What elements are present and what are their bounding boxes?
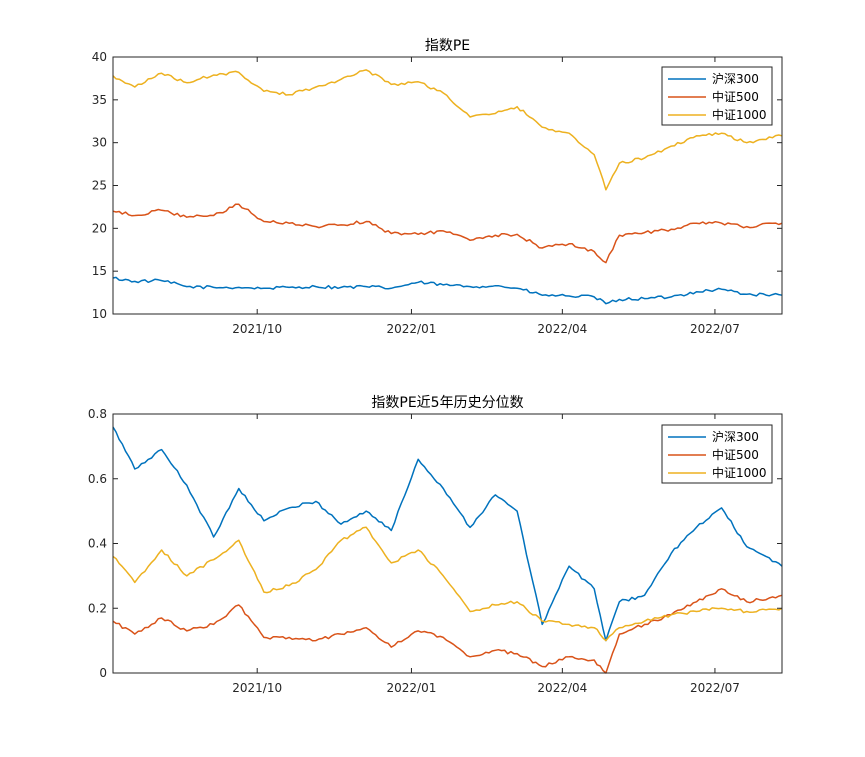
legend-label: 沪深300 <box>712 430 759 444</box>
series-line-0 <box>112 426 783 642</box>
legend-label: 中证500 <box>712 447 759 462</box>
series-line-2 <box>112 526 783 642</box>
pe-percentile-chart: 0 0.2 0.4 0.6 0.8 2021/10 2022/01 2022/04 2022/0… <box>88 395 783 695</box>
y-tick-label: 0 <box>99 666 107 680</box>
legend: 沪深300 中证500 中证1000 <box>661 424 773 484</box>
series-line-2 <box>112 69 783 191</box>
y-tick-label: 30 <box>92 136 107 150</box>
x-tick-label: 2022/04 <box>537 681 587 695</box>
chart-title: 指数PE近5年历史分位数 <box>371 395 523 411</box>
series-line-1 <box>112 203 783 264</box>
x-tick-label: 2021/10 <box>232 681 282 695</box>
y-tick-label: 0.4 <box>88 537 107 551</box>
x-tick-label: 2022/07 <box>690 322 740 336</box>
x-tick-label: 2022/07 <box>690 681 740 695</box>
y-tick-label: 0.8 <box>88 407 107 421</box>
legend-label: 中证500 <box>712 89 759 104</box>
legend-label: 沪深300 <box>712 72 759 86</box>
y-tick-label: 40 <box>92 50 107 64</box>
y-tick-label: 15 <box>92 264 107 278</box>
y-tick-label: 20 <box>92 221 107 235</box>
y-tick-label: 35 <box>92 93 107 107</box>
legend-label: 中证1000 <box>712 465 767 480</box>
legend-label: 中证1000 <box>712 107 767 122</box>
x-tick-label: 2021/10 <box>232 322 282 336</box>
x-tick-label: 2022/01 <box>387 322 437 336</box>
x-tick-label: 2022/04 <box>537 322 587 336</box>
y-tick-label: 0.6 <box>88 472 107 486</box>
chart-title: 指数PE <box>425 38 470 54</box>
x-tick-label: 2022/01 <box>387 681 437 695</box>
y-tick-label: 0.2 <box>88 601 107 615</box>
legend: 沪深300 中证500 中证1000 <box>661 66 773 126</box>
pe-chart: 10 15 20 25 30 35 40 2021/10 2022/01 2022/04 2022/… <box>92 38 783 336</box>
series-line-0 <box>112 276 783 305</box>
y-tick-label: 10 <box>92 307 107 321</box>
y-tick-label: 25 <box>92 179 107 193</box>
